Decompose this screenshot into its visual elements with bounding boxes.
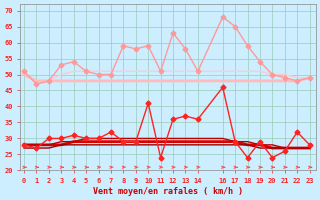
- X-axis label: Vent moyen/en rafales ( km/h ): Vent moyen/en rafales ( km/h ): [93, 187, 243, 196]
